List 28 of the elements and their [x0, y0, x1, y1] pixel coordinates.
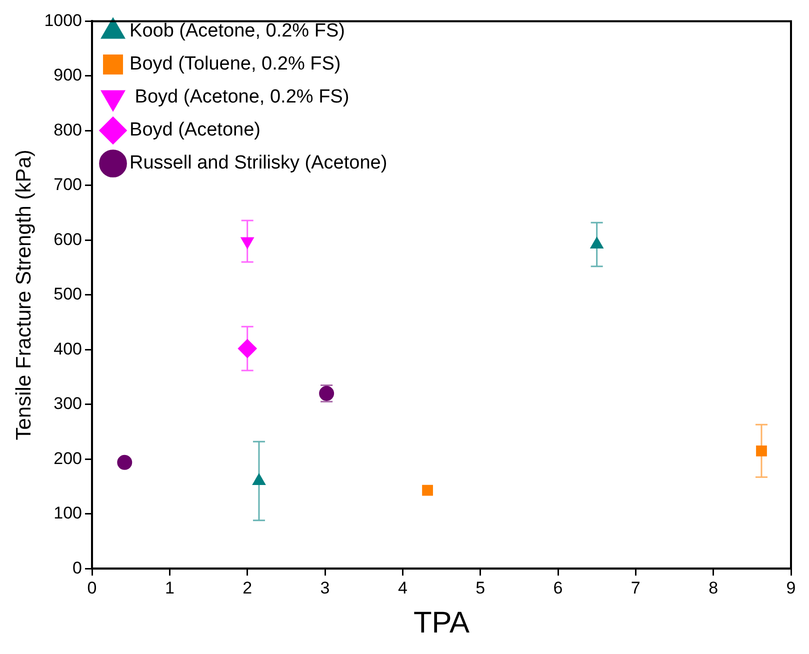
y-tick-label: 100 — [54, 504, 82, 523]
y-tick-label: 900 — [54, 66, 82, 85]
legend-label: Boyd (Toluene, 0.2% FS) — [130, 54, 341, 75]
x-tick-label: 9 — [786, 578, 796, 598]
x-tick-label: 6 — [553, 578, 563, 598]
y-tick-label: 0 — [72, 558, 82, 578]
legend-label: Boyd (Acetone) — [130, 120, 260, 141]
y-tick-label: 500 — [54, 284, 82, 304]
y-tick-label: 800 — [54, 120, 82, 140]
legend-label: Russell and Strilisky (Acetone) — [130, 152, 388, 174]
x-tick-label: 1 — [164, 578, 174, 598]
x-axis-title: TPA — [413, 606, 470, 640]
legend-label: Boyd (Acetone, 0.2% FS) — [130, 86, 350, 108]
x-tick-label: 0 — [87, 578, 97, 598]
y-tick-label: 400 — [54, 339, 82, 358]
x-tick-label: 3 — [320, 578, 330, 598]
x-tick-label: 4 — [398, 578, 408, 598]
x-tick-label: 2 — [242, 578, 252, 598]
x-tick-label: 5 — [476, 578, 486, 598]
x-tick-label: 7 — [630, 578, 640, 598]
legend-label: Koob (Acetone, 0.2% FS) — [130, 20, 345, 42]
y-tick-label: 300 — [54, 394, 82, 414]
y-axis-title: Tensile Fracture Strength (kPa) — [12, 150, 36, 440]
x-tick-label: 8 — [708, 578, 718, 598]
y-tick-label: 700 — [54, 175, 82, 194]
y-tick-label: 1000 — [44, 10, 82, 30]
y-tick-label: 200 — [54, 448, 82, 468]
y-tick-label: 600 — [54, 230, 82, 249]
